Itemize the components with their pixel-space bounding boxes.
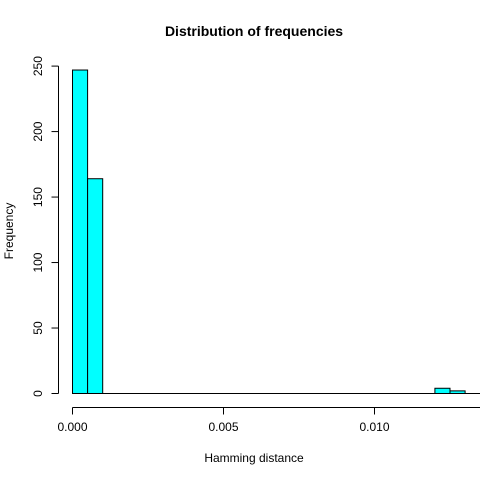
x-tick-label: 0.005: [208, 420, 238, 434]
y-tick-label: 200: [31, 121, 45, 141]
y-tick-label: 50: [31, 321, 45, 335]
chart-title: Distribution of frequencies: [165, 23, 343, 39]
histogram-bar: [435, 388, 450, 393]
y-tick-label: 100: [31, 252, 45, 272]
bars-layer: [73, 70, 480, 393]
y-axis: 0 50 100 150 200 250: [31, 56, 59, 397]
y-tick-label: 250: [31, 56, 45, 76]
x-axis-label: Hamming distance: [204, 451, 304, 465]
x-tick-label: 0.010: [359, 420, 389, 434]
y-axis-label: Frequency: [2, 203, 16, 260]
x-tick-label: 0.000: [57, 420, 87, 434]
y-tick-label: 0: [31, 390, 45, 397]
y-tick-label: 150: [31, 187, 45, 207]
histogram-bar: [73, 70, 88, 393]
histogram-bar: [88, 179, 103, 394]
